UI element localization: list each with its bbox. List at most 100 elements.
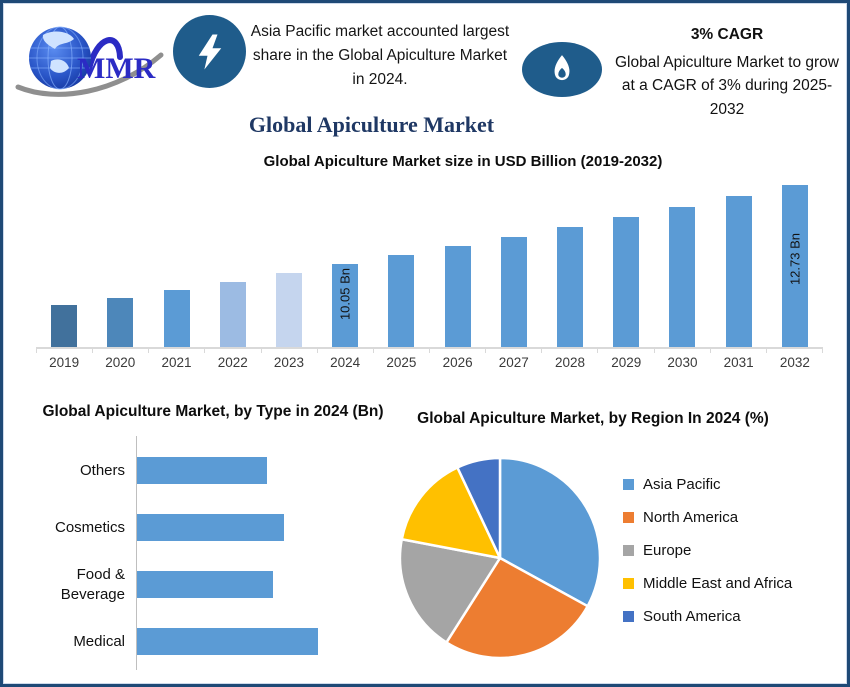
type-bar-cosmetics xyxy=(136,514,284,541)
x-axis-label-2029: 2029 xyxy=(611,355,642,370)
legend-label: Asia Pacific xyxy=(643,476,721,493)
bar-2028 xyxy=(557,227,584,347)
x-axis-ticks xyxy=(36,349,823,353)
type-row-medical: Medical xyxy=(17,613,395,670)
axis-tick xyxy=(430,349,487,353)
axis-tick xyxy=(93,349,150,353)
trend-column-2021 xyxy=(148,290,204,347)
trend-column-2025 xyxy=(373,255,429,347)
legend-swatch xyxy=(623,611,634,622)
x-axis-label-2022: 2022 xyxy=(217,355,248,370)
trend-column-2029 xyxy=(598,217,654,347)
legend-item-middle-east-and-africa: Middle East and Africa xyxy=(623,575,793,592)
pie-slice-asia-pacific xyxy=(498,456,602,608)
legend-item-asia-pacific: Asia Pacific xyxy=(623,476,792,493)
type-bar-medical xyxy=(136,628,318,655)
trend-column-2020 xyxy=(92,298,148,347)
axis-tick xyxy=(542,349,599,353)
by-type-chart-title: Global Apiculture Market, by Type in 202… xyxy=(42,403,384,420)
cagr-title: 3% CAGR xyxy=(690,26,764,43)
x-axis-label-2032: 2032 xyxy=(779,355,810,370)
trend-column-2031 xyxy=(711,196,767,347)
legend-label: Europe xyxy=(643,542,692,559)
bar-data-label-2032: 12.73 Bn xyxy=(787,233,803,286)
flame-badge xyxy=(522,42,602,97)
type-bar-others xyxy=(136,457,267,484)
bar-2023 xyxy=(275,273,302,347)
legend-swatch xyxy=(623,512,634,523)
trend-column-2032: 12.73 Bn xyxy=(767,185,823,347)
region-pie xyxy=(398,456,602,660)
axis-tick xyxy=(262,349,318,353)
type-label: Cosmetics xyxy=(54,518,125,536)
x-axis-label-2023: 2023 xyxy=(273,355,304,370)
pie-slice-europe xyxy=(398,538,502,644)
cagr-block: 3% CAGR Global Apiculture Market to grow… xyxy=(607,26,847,121)
trend-column-2019 xyxy=(36,305,92,347)
x-axis-label-2031: 2031 xyxy=(723,355,754,370)
bar-2022 xyxy=(219,282,246,347)
bar-2032: 12.73 Bn xyxy=(781,185,808,347)
by-type-chart: Global Apiculture Market, by Type in 202… xyxy=(17,395,395,675)
type-label: Others xyxy=(79,461,125,479)
legend-swatch xyxy=(623,479,634,490)
x-axis-label-2028: 2028 xyxy=(555,355,586,370)
bar-data-label-2024: 10.05 Bn xyxy=(337,268,353,321)
axis-tick xyxy=(711,349,767,353)
x-axis-label-2030: 2030 xyxy=(667,355,698,370)
logo-text: MMR xyxy=(77,52,156,85)
bar-2024: 10.05 Bn xyxy=(332,264,359,347)
pie-slice-north-america xyxy=(445,556,589,660)
flame-icon xyxy=(554,54,570,80)
bar-2029 xyxy=(613,217,640,347)
market-size-chart-title: Global Apiculture Market size in USD Bil… xyxy=(263,153,663,170)
type-row-food-beverage: Food & Beverage xyxy=(17,556,395,613)
axis-tick xyxy=(205,349,262,353)
legend-item-europe: Europe xyxy=(623,542,792,559)
trend-column-2030 xyxy=(654,207,710,347)
by-region-chart-title: Global Apiculture Market, by Region In 2… xyxy=(417,410,769,427)
mmr-logo-graphic: MMR xyxy=(15,26,164,97)
pie-slice-middle-east-and-africa xyxy=(400,466,502,560)
legend-swatch xyxy=(623,578,634,589)
type-row-others: Others xyxy=(17,442,395,499)
type-bar-food-beverage xyxy=(136,571,273,598)
pie-slice-south-america xyxy=(456,456,502,560)
bar-2019 xyxy=(51,305,78,347)
page-title: Global Apiculture Market xyxy=(248,112,495,137)
x-axis-label-2026: 2026 xyxy=(442,355,473,370)
bar-2020 xyxy=(107,298,134,347)
bar-2025 xyxy=(388,255,415,347)
lightning-icon xyxy=(198,34,221,69)
bar-2031 xyxy=(725,196,752,347)
cagr-text: Global Apiculture Market to grow at a CA… xyxy=(615,54,839,118)
legend-swatch xyxy=(623,545,634,556)
bar-2026 xyxy=(444,246,471,347)
lightning-badge xyxy=(173,15,246,88)
region-legend: Asia Pacific North America Europe Middle Ea… xyxy=(623,476,793,642)
market-size-chart: Global Apiculture Market size in USD Bil… xyxy=(36,153,823,370)
highlight-text-left: Asia Pacific market accounted largest sh… xyxy=(250,23,510,89)
axis-tick xyxy=(655,349,711,353)
x-axis-label-2019: 2019 xyxy=(49,355,80,370)
axis-tick xyxy=(598,349,655,353)
axis-tick xyxy=(374,349,430,353)
mmr-logo: MMR xyxy=(15,17,167,101)
bar-2021 xyxy=(163,290,190,347)
bar-2027 xyxy=(500,237,527,347)
x-axis-label-2020: 2020 xyxy=(105,355,136,370)
legend-label: Middle East and Africa xyxy=(643,575,793,592)
legend-item-south-america: South America xyxy=(623,608,792,625)
x-axis-label-2025: 2025 xyxy=(386,355,417,370)
market-size-plot-area: 10.05 Bn 12.73 Bn xyxy=(36,177,823,349)
trend-column-2024: 10.05 Bn xyxy=(317,264,373,347)
by-type-plot-area: Others Cosmetics Food & Beverage Medical xyxy=(17,436,395,670)
axis-tick xyxy=(149,349,206,353)
trend-column-2023 xyxy=(261,273,317,347)
axis-tick xyxy=(486,349,543,353)
legend-label: North America xyxy=(643,509,739,526)
trend-column-2027 xyxy=(486,237,542,347)
legend-item-north-america: North America xyxy=(623,509,792,526)
legend-label: South America xyxy=(643,608,741,625)
